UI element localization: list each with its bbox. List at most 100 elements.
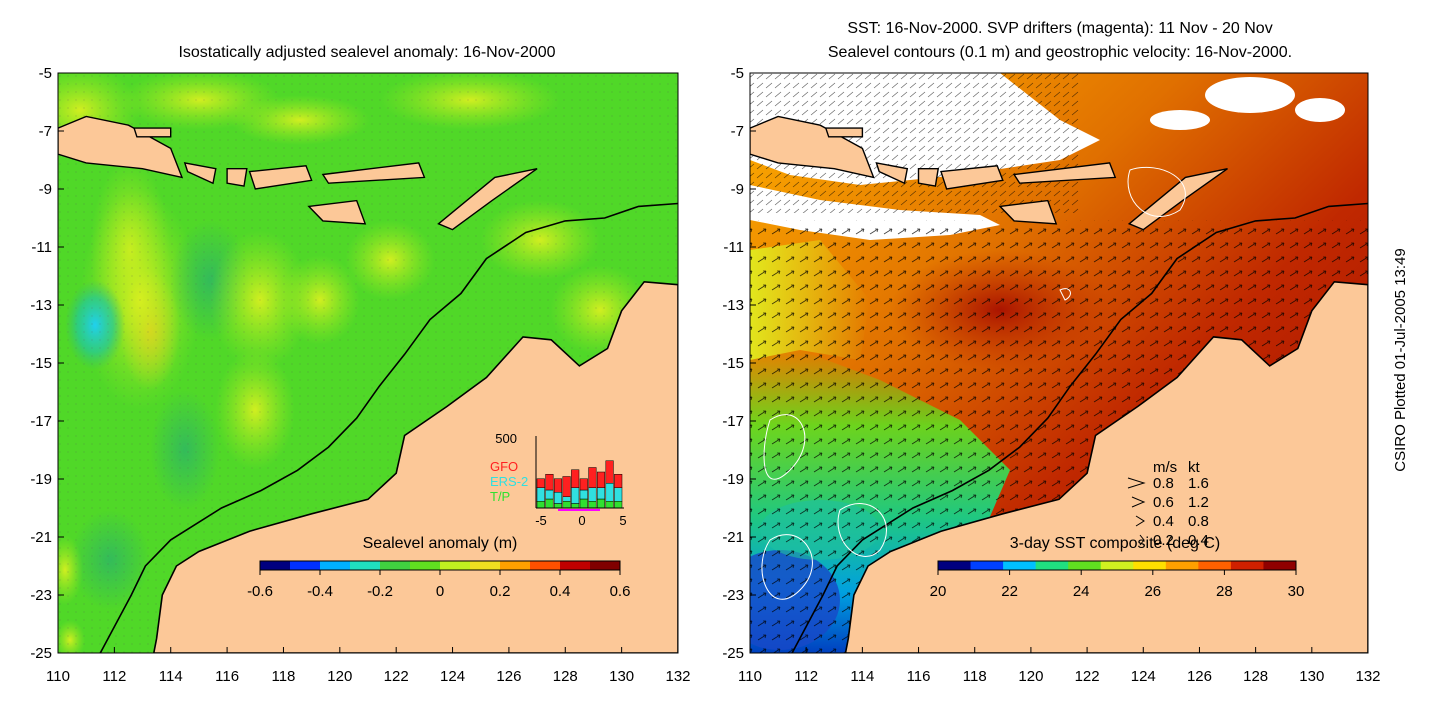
x-tick-label: 116 — [215, 668, 239, 685]
left-islands — [58, 115, 538, 231]
right-isobath-line — [791, 202, 1368, 653]
left-isobath-line — [99, 202, 678, 653]
x-tick-label: 126 — [1187, 668, 1212, 685]
island-lombok — [226, 168, 248, 187]
colorbar-tick: 0 — [436, 583, 444, 600]
velocity-legend: m/s kt 0.8 1.6 0.6 1.2 0.4 0.8 0.2 0.4 — [1127, 459, 1209, 549]
vel-ms-value: 0.6 — [1153, 494, 1174, 511]
y-tick-label: -25 — [30, 645, 52, 662]
inset-bar-ers2 — [571, 487, 580, 504]
x-tick-label: 128 — [553, 668, 578, 685]
vel-header-ms: m/s — [1153, 459, 1177, 476]
y-tick-label: -5 — [731, 65, 744, 82]
x-tick-label: 114 — [850, 668, 874, 685]
right-x-axis: 110 112 114 116 118 120 122 124 126 128 130 132 — [738, 647, 1381, 685]
right-map-panel: SST: 16-Nov-2000. SVP drifters (magenta)… — [722, 20, 1381, 685]
colorbar-swatch — [938, 561, 972, 570]
y-tick-label: -15 — [30, 355, 52, 372]
colorbar-tick: -0.2 — [367, 583, 393, 600]
inset-legend-ers-2: ERS-2 — [490, 474, 528, 489]
right-colorbar-label: 3-day SST composite (deg C) — [1010, 535, 1220, 552]
inset-bar-tp — [588, 501, 597, 509]
island-bali — [183, 161, 217, 185]
colorbar-swatch — [410, 561, 441, 570]
right-islands — [750, 115, 1228, 231]
inset-bar-ers2 — [614, 487, 623, 502]
inset-bar-tp — [614, 501, 623, 509]
x-tick-label: 120 — [327, 668, 352, 685]
x-tick-label: 122 — [1075, 668, 1100, 685]
x-tick-label: 130 — [1299, 668, 1324, 685]
island-madura — [824, 127, 864, 138]
left-x-axis: 110 112 114 116 118 120 122 124 126 128 130 132 — [46, 647, 691, 685]
inset-bar-gfo — [562, 476, 571, 497]
x-tick-label: 124 — [1131, 668, 1156, 685]
y-tick-label: -23 — [30, 587, 52, 604]
colorbar-swatch — [260, 561, 291, 570]
vel-header-kt: kt — [1188, 459, 1201, 476]
x-tick-label: 132 — [665, 668, 690, 685]
colorbar-tick: 26 — [1144, 583, 1161, 600]
x-tick-label: 116 — [907, 668, 931, 685]
x-tick-label: 110 — [738, 668, 762, 685]
island-sumbawa — [248, 165, 313, 190]
colorbar-swatch — [380, 561, 411, 570]
inset-bar-gfo — [571, 469, 580, 488]
x-tick-label: 112 — [794, 668, 818, 685]
colorbar-swatch — [590, 561, 621, 570]
y-tick-label: -9 — [39, 181, 52, 198]
inset-bar-gfo — [614, 474, 623, 488]
x-tick-label: 122 — [384, 668, 409, 685]
inset-bar-ers2 — [605, 483, 614, 502]
colorbar-swatch — [500, 561, 531, 570]
inset-bar-ers2 — [579, 489, 588, 500]
island-java — [58, 115, 184, 179]
inset-bar-ers2 — [545, 489, 554, 500]
colorbar-tick: 24 — [1073, 583, 1090, 600]
island-sumbawa — [940, 165, 1004, 190]
y-tick-label: -13 — [30, 297, 52, 314]
inset-bar-gfo — [553, 478, 563, 493]
left-map-panel: Isostatically adjusted sealevel anomaly:… — [30, 44, 691, 685]
inset-bar-ers2 — [588, 487, 597, 502]
left-australia-land — [152, 280, 678, 653]
velocity-arrow-sample — [1127, 477, 1146, 489]
y-tick-label: -25 — [722, 645, 744, 662]
colorbar-tick: 0.6 — [610, 583, 631, 600]
y-tick-label: -13 — [722, 297, 744, 314]
velocity-arrow-sample — [1131, 496, 1146, 508]
inset-legend-t/p: T/P — [490, 489, 510, 504]
inset-xtick: 5 — [619, 513, 626, 528]
inset-bar-tp — [596, 498, 606, 509]
vel-ms-value: 0.2 — [1153, 532, 1174, 549]
y-tick-label: -9 — [731, 181, 744, 198]
x-tick-label: 128 — [1243, 668, 1268, 685]
colorbar-tick: -0.6 — [247, 583, 273, 600]
inset-xticks: -5 0 5 — [535, 513, 626, 528]
inset-bar-ers2 — [536, 487, 545, 502]
right-y-axis: -5 -7 -9 -11 -13 -15 -17 -19 -21 -23 -25 — [722, 65, 756, 662]
y-tick-label: -17 — [722, 413, 744, 430]
inset-ytick: 500 — [495, 431, 517, 446]
inset-bar-gfo — [536, 478, 545, 488]
inset-bar-ers2 — [562, 496, 571, 502]
inset-legend-gfo: GFO — [490, 459, 518, 474]
right-title-line2: Sealevel contours (0.1 m) and geostrophi… — [828, 44, 1292, 61]
colorbar-swatch — [290, 561, 321, 570]
y-tick-label: -23 — [722, 587, 744, 604]
island-java — [750, 115, 875, 179]
velocity-legend-rows: 0.8 1.6 0.6 1.2 0.4 0.8 0.2 0.4 — [1127, 475, 1209, 549]
x-tick-label: 110 — [46, 668, 70, 685]
y-tick-label: -11 — [31, 239, 52, 256]
island-timor — [437, 168, 538, 231]
x-tick-label: 124 — [440, 668, 465, 685]
left-colorbar: -0.6 -0.4 -0.2 0 0.2 0.4 0.6 — [247, 560, 631, 600]
island-lombok — [917, 168, 940, 187]
x-tick-label: 114 — [159, 668, 183, 685]
colorbar-tick: 22 — [1001, 583, 1018, 600]
inset-bar-gfo — [545, 474, 554, 491]
x-tick-label: 118 — [963, 668, 987, 685]
vel-kt-value: 0.8 — [1188, 513, 1209, 530]
